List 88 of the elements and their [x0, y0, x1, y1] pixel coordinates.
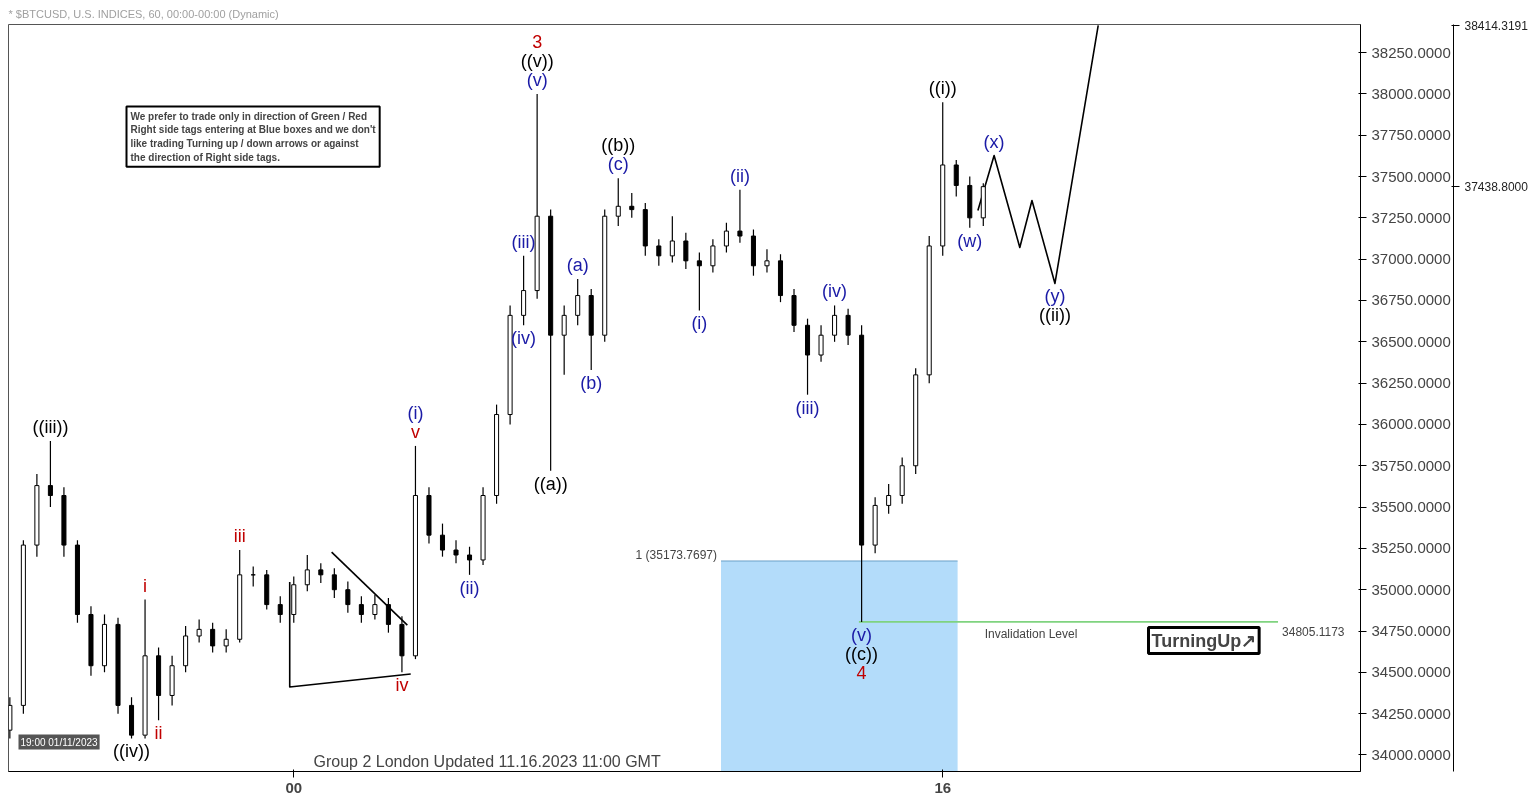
- y-tick-label: 34750.0000: [1371, 622, 1451, 640]
- annotation: (iii): [511, 231, 536, 252]
- candlestick: [453, 539, 459, 564]
- candlestick: [196, 618, 202, 644]
- candlestick: [669, 215, 675, 264]
- candlestick: [656, 238, 662, 267]
- candlestick: [331, 567, 337, 599]
- candlestick: [358, 595, 364, 624]
- candlestick: [818, 324, 824, 363]
- candlestick: [345, 580, 351, 614]
- annotation: 4: [856, 663, 867, 684]
- y-tick-label: 34500.0000: [1371, 663, 1451, 681]
- annotation: ((iv)): [113, 741, 151, 762]
- annotation: ((v)): [520, 50, 554, 71]
- annotation: (iii): [795, 397, 820, 418]
- annotation: ((ii)): [1038, 305, 1071, 326]
- annotation: 1 (35173.7697): [635, 547, 718, 562]
- candlestick: [318, 562, 324, 584]
- annotation: (iv): [822, 281, 848, 302]
- annotation: i: [143, 575, 148, 596]
- annotation: (ii): [729, 165, 750, 186]
- y-tick-label: 36750.0000: [1371, 291, 1451, 309]
- annotation: (a): [566, 255, 589, 276]
- annotation: 19:00 01/11/2023: [20, 736, 99, 748]
- y-tick-label: 37000.0000: [1371, 250, 1451, 268]
- annotation: (v): [851, 624, 873, 645]
- candlestick: [47, 440, 53, 508]
- y-tick-label: 36000.0000: [1371, 415, 1451, 433]
- y-tick-label: 34250.0000: [1371, 704, 1451, 722]
- y-tick-label: 34000.0000: [1371, 745, 1451, 763]
- annotation: Group 2 London Updated 11.16.2023 11:00 GMT: [313, 752, 661, 770]
- candlestick: [764, 248, 770, 273]
- candlestick: [439, 523, 446, 558]
- candlestick: [277, 595, 283, 624]
- annotation: iii: [233, 526, 246, 547]
- annotation: (i): [407, 402, 424, 423]
- candlestick: [629, 192, 635, 219]
- annotation: (y): [1044, 286, 1066, 307]
- annotation: ((iii)): [32, 416, 69, 437]
- candlestick: [561, 304, 567, 376]
- candlestick: [710, 238, 716, 273]
- candlestick: [723, 222, 729, 254]
- candlestick: [953, 159, 959, 197]
- y-tick-label: 35750.0000: [1371, 456, 1451, 474]
- annotation: (i): [691, 313, 708, 334]
- annotation: iv: [395, 675, 409, 696]
- annotation: 34805.1173: [1282, 625, 1345, 640]
- candlestick: [696, 251, 702, 312]
- y-tick-label: 37500.0000: [1371, 167, 1451, 185]
- candlestick: [304, 554, 310, 592]
- candlestick: [886, 483, 892, 515]
- candlestick: [737, 189, 743, 244]
- y-tick-label: 38000.0000: [1371, 84, 1451, 102]
- annotation: (w): [957, 230, 983, 251]
- candlestick: [615, 177, 621, 227]
- candlestick: [467, 546, 473, 576]
- x-tick-label: 16: [934, 778, 952, 796]
- annotation: ((b)): [601, 135, 636, 156]
- y2-tick-label: 38414.3191: [1464, 18, 1529, 33]
- x-tick-label: 00: [285, 778, 303, 796]
- candlestick: [683, 232, 689, 270]
- annotation: TurningUp↗: [1151, 630, 1257, 651]
- annotation: ((i)): [928, 78, 957, 99]
- candlestick: [223, 628, 229, 654]
- y-tick-label: 36250.0000: [1371, 374, 1451, 392]
- y-tick-label: 36500.0000: [1371, 332, 1451, 350]
- annotation: (c): [607, 154, 629, 175]
- annotation: ((a)): [533, 473, 568, 494]
- annotation: Invalidation Level: [984, 626, 1078, 641]
- annotation: 3: [532, 32, 543, 53]
- chart-title: * $BTCUSD, U.S. INDICES, 60, 00:00-00:00 (Dynamic): [8, 7, 279, 20]
- y-tick-label: 35500.0000: [1371, 498, 1451, 516]
- candlestick: [832, 304, 838, 343]
- annotation: (ii): [459, 577, 480, 598]
- y-tick-label: 37250.0000: [1371, 208, 1451, 226]
- y-tick-label: 38250.0000: [1371, 43, 1451, 61]
- y-tick-label: 35250.0000: [1371, 539, 1451, 557]
- candlestick: [210, 622, 216, 654]
- y-tick-label: 37750.0000: [1371, 126, 1451, 144]
- annotation: We prefer to trade only in direction of Green / Red Right side tags entering at Blue boxes and we don't like trading Turning up / down arrows or against the direction of Right side tags.: [130, 110, 377, 163]
- y-tick-label: 35000.0000: [1371, 580, 1451, 598]
- annotation: ii: [154, 723, 163, 744]
- candlestick: [372, 594, 378, 621]
- candlestick: [575, 278, 581, 326]
- annotation: (x): [983, 131, 1005, 152]
- y2-tick-label: 37438.8000: [1464, 180, 1529, 195]
- candlestick: [845, 308, 851, 346]
- annotation: (b): [580, 372, 603, 393]
